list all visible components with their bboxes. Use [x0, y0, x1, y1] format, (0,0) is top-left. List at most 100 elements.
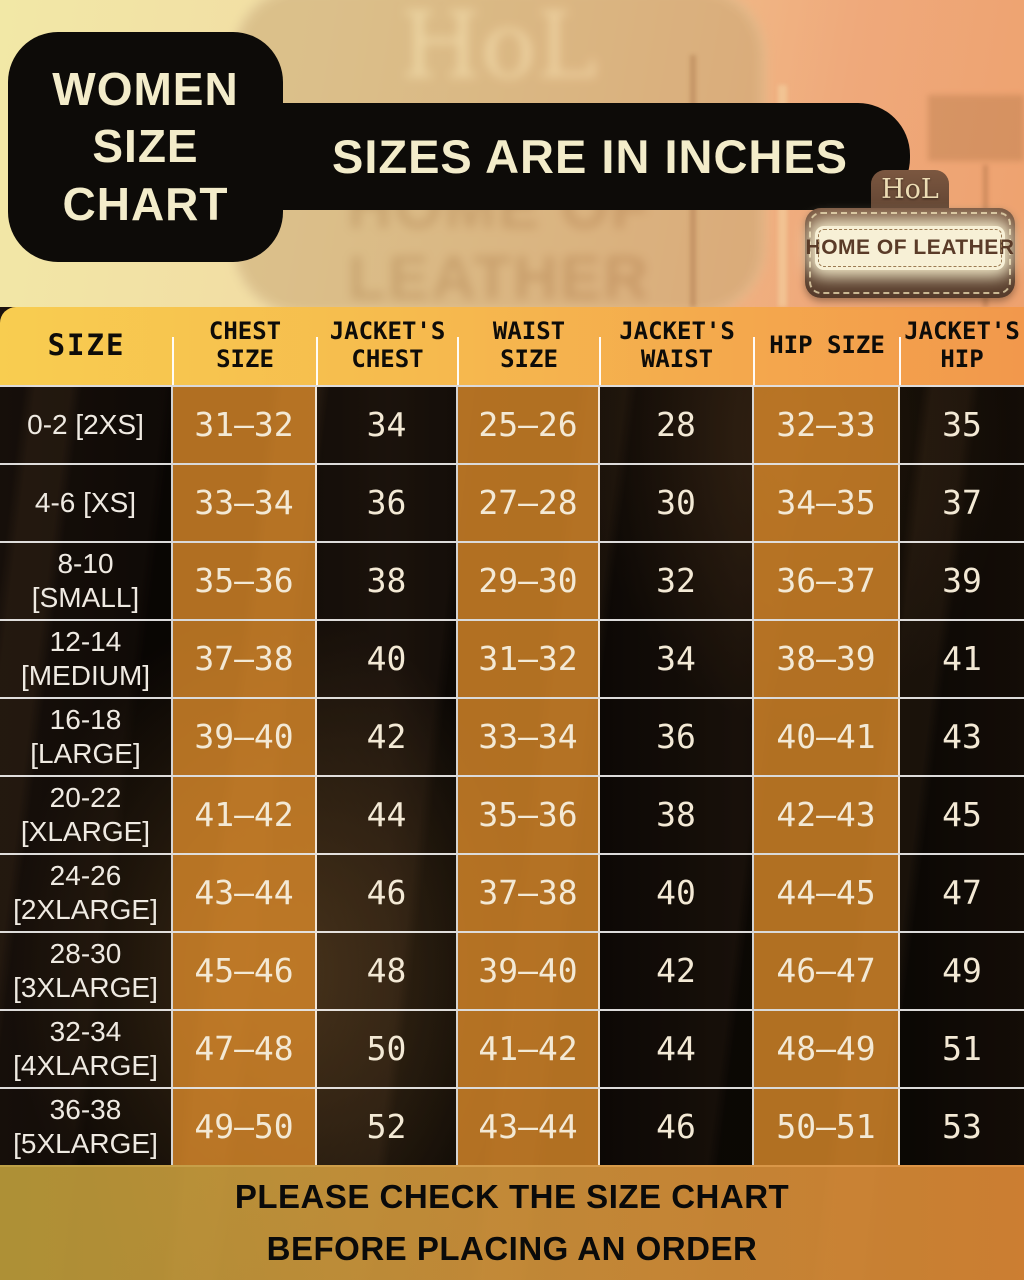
measurement-cell: 38–39 — [754, 621, 900, 697]
table-row: 4-6 [XS] 33–34 36 27–28 30 34–35 37 — [0, 463, 1024, 541]
measurement-cell: 31–32 — [173, 387, 317, 463]
size-label-cell: 28-30 [3XLARGE] — [0, 933, 173, 1009]
brand-monogram: HoL — [881, 174, 939, 205]
measurement-cell: 34 — [600, 621, 754, 697]
measurement-cell: 45 — [900, 777, 1024, 853]
decor-shelf — [928, 95, 1024, 161]
column-header-jacket-s-waist: JACKET'S WAIST — [600, 307, 755, 385]
measurement-cell: 35–36 — [173, 543, 317, 619]
measurement-cell: 40–41 — [754, 699, 900, 775]
measurement-cell: 44–45 — [754, 855, 900, 931]
watermark-monogram: HoL — [400, 0, 598, 99]
measurement-cell: 52 — [317, 1089, 458, 1165]
table-body: 0-2 [2XS] 31–32 34 25–26 28 32–33 35 4-6 [XS] 33… — [0, 385, 1024, 1167]
table-row: 8-10 [SMALL] 35–36 38 29–30 32 36–37 39 — [0, 541, 1024, 619]
size-label-cell: 20-22 [XLARGE] — [0, 777, 173, 853]
measurement-cell: 36 — [600, 699, 754, 775]
measurement-cell: 37 — [900, 465, 1024, 541]
size-label-cell: 24-26 [2XLARGE] — [0, 855, 173, 931]
measurement-cell: 40 — [317, 621, 458, 697]
title-box: WOMEN SIZE CHART — [8, 32, 283, 262]
table-row: 20-22 [XLARGE] 41–42 44 35–36 38 42–43 45 — [0, 775, 1024, 853]
brand-badge: HoL HOME OF LEATHER — [805, 170, 1015, 298]
measurement-cell: 43–44 — [173, 855, 317, 931]
measurement-cell: 53 — [900, 1089, 1024, 1165]
column-header-jacket-s-hip: JACKET'S HIP — [904, 317, 1020, 373]
size-label-cell: 12-14 [MEDIUM] — [0, 621, 173, 697]
measurement-cell: 27–28 — [458, 465, 600, 541]
measurement-cell: 36 — [317, 465, 458, 541]
measurement-cell: 33–34 — [458, 699, 600, 775]
table-header-row: SIZE CHEST SIZE JACKET'S CHEST WAIST SIZE JA… — [0, 307, 1024, 385]
measurement-cell: 49–50 — [173, 1089, 317, 1165]
column-header-hip-size: HIP SIZE — [754, 307, 901, 385]
units-banner-text: SIZES ARE IN INCHES — [331, 130, 849, 183]
table-row: 36-38 [5XLARGE] 49–50 52 43–44 46 50–51 53 — [0, 1087, 1024, 1165]
measurement-cell: 46 — [317, 855, 458, 931]
measurement-cell: 30 — [600, 465, 754, 541]
measurement-cell: 41–42 — [458, 1011, 600, 1087]
footer-line-2: BEFORE PLACING AN ORDER — [266, 1229, 758, 1267]
table-row: 0-2 [2XS] 31–32 34 25–26 28 32–33 35 — [0, 385, 1024, 463]
table-row: 32-34 [4XLARGE] 47–48 50 41–42 44 48–49 51 — [0, 1009, 1024, 1087]
size-label-cell: 36-38 [5XLARGE] — [0, 1089, 173, 1165]
measurement-cell: 47 — [900, 855, 1024, 931]
measurement-cell: 43–44 — [458, 1089, 600, 1165]
measurement-cell: 39–40 — [458, 933, 600, 1009]
measurement-cell: 37–38 — [458, 855, 600, 931]
measurement-cell: 45–46 — [173, 933, 317, 1009]
footer-line-1: PLEASE CHECK THE SIZE CHART — [234, 1178, 790, 1216]
measurement-cell: 51 — [900, 1011, 1024, 1087]
footer-banner: PLEASE CHECK THE SIZE CHART BEFORE PLACI… — [0, 1165, 1024, 1280]
size-label-cell: 8-10 [SMALL] — [0, 543, 173, 619]
size-label-cell: 16-18 [LARGE] — [0, 699, 173, 775]
measurement-cell: 25–26 — [458, 387, 600, 463]
measurement-cell: 39–40 — [173, 699, 317, 775]
column-header-jacket-s-chest: JACKET'S CHEST — [317, 307, 459, 385]
measurement-cell: 46 — [600, 1089, 754, 1165]
measurement-cell: 29–30 — [458, 543, 600, 619]
table-row: 24-26 [2XLARGE] 43–44 46 37–38 40 44–45 47 — [0, 853, 1024, 931]
column-header-chest-size: CHEST SIZE — [173, 307, 318, 385]
units-banner: SIZES ARE IN INCHES — [270, 103, 910, 210]
measurement-cell: 32 — [600, 543, 754, 619]
measurement-cell: 34–35 — [754, 465, 900, 541]
measurement-cell: 39 — [900, 543, 1024, 619]
measurement-cell: 43 — [900, 699, 1024, 775]
measurement-cell: 48 — [317, 933, 458, 1009]
measurement-cell: 44 — [600, 1011, 754, 1087]
measurement-cell: 32–33 — [754, 387, 900, 463]
measurement-cell: 46–47 — [754, 933, 900, 1009]
measurement-cell: 50 — [317, 1011, 458, 1087]
table-row: 12-14 [MEDIUM] 37–38 40 31–32 34 38–39 41 — [0, 619, 1024, 697]
table-row: 28-30 [3XLARGE] 45–46 48 39–40 42 46–47 49 — [0, 931, 1024, 1009]
measurement-cell: 50–51 — [754, 1089, 900, 1165]
measurement-cell: 28 — [600, 387, 754, 463]
measurement-cell: 35–36 — [458, 777, 600, 853]
measurement-cell: 48–49 — [754, 1011, 900, 1087]
measurement-cell: 49 — [900, 933, 1024, 1009]
measurement-cell: 37–38 — [173, 621, 317, 697]
column-header-waist-size: WAIST SIZE — [458, 307, 601, 385]
measurement-cell: 42 — [317, 699, 458, 775]
brand-name: HOME OF LEATHER — [805, 236, 1015, 259]
measurement-cell: 41 — [900, 621, 1024, 697]
size-label-cell: 32-34 [4XLARGE] — [0, 1011, 173, 1087]
brand-badge-plate: HOME OF LEATHER — [806, 226, 1014, 270]
measurement-cell: 38 — [600, 777, 754, 853]
measurement-cell: 36–37 — [754, 543, 900, 619]
column-header-size: SIZE — [0, 307, 174, 385]
measurement-cell: 40 — [600, 855, 754, 931]
size-label-cell: 4-6 [XS] — [0, 465, 173, 541]
measurement-cell: 31–32 — [458, 621, 600, 697]
measurement-cell: 34 — [317, 387, 458, 463]
measurement-cell: 44 — [317, 777, 458, 853]
measurement-cell: 38 — [317, 543, 458, 619]
table-row: 16-18 [LARGE] 39–40 42 33–34 36 40–41 43 — [0, 697, 1024, 775]
size-label-cell: 0-2 [2XS] — [0, 387, 173, 463]
page-title: WOMEN SIZE CHART — [52, 62, 239, 230]
measurement-cell: 42 — [600, 933, 754, 1009]
measurement-cell: 47–48 — [173, 1011, 317, 1087]
measurement-cell: 35 — [900, 387, 1024, 463]
